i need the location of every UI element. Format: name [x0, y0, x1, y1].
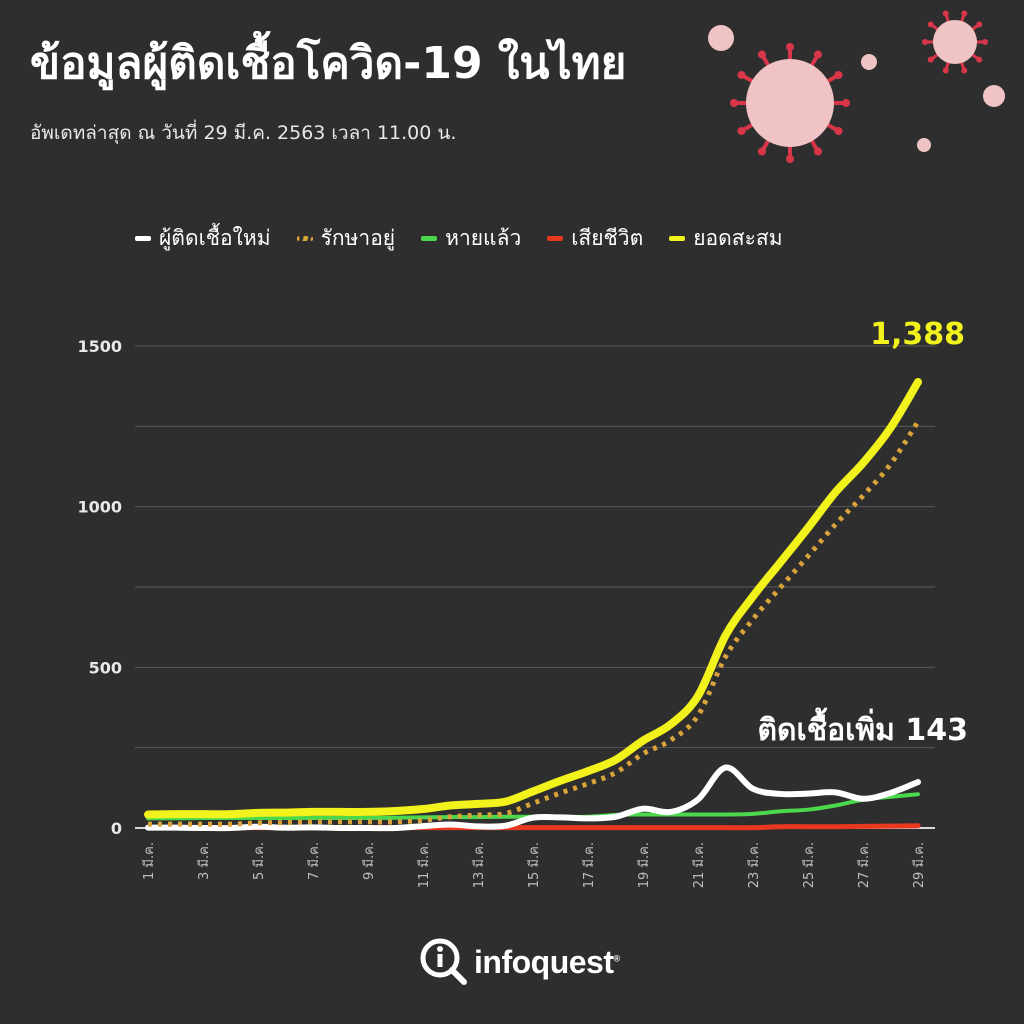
logo-registered-mark: ®: [613, 952, 620, 963]
x-tick-label: 23 มี.ค.: [746, 842, 762, 888]
x-tick-label: 21 มี.ค.: [691, 842, 707, 888]
virus-icon-small: [922, 10, 988, 74]
y-tick-label: 500: [89, 658, 122, 677]
legend-item-deaths: เสียชีวิต: [547, 222, 643, 255]
legend-item-recovered: หายแล้ว: [421, 222, 521, 255]
x-tick-label: 5 มี.ค.: [251, 842, 267, 880]
x-tick-label: 1 มี.ค.: [141, 842, 157, 880]
x-tick-label: 3 มี.ค.: [196, 842, 212, 880]
chart-series: [144, 377, 922, 832]
chart-grid: [135, 345, 935, 829]
legend-item-new: ผู้ติดเชื้อใหม่: [135, 222, 271, 255]
series-line-treating: [147, 420, 921, 827]
logo-wordmark: infoquest: [474, 943, 614, 980]
x-tick-label: 17 มี.ค.: [581, 842, 597, 888]
legend-label-treating: รักษาอยู่: [320, 226, 396, 250]
x-axis-ticks: 1 มี.ค. 3 มี.ค. 5 มี.ค. 7 มี.ค. 9 มี.ค. 11 มี…: [141, 842, 927, 888]
y-tick-label: 1000: [77, 498, 122, 517]
legend-swatch-deaths: [547, 236, 564, 241]
x-tick-label: 29 มี.ค.: [911, 842, 927, 888]
magnifier-info-icon: [420, 938, 467, 985]
legend-swatch-treating: [296, 236, 313, 241]
legend-item-cumulative: ยอดสะสม: [669, 222, 783, 255]
x-tick-label: 9 มี.ค.: [361, 842, 377, 880]
legend-label-cumulative: ยอดสะสม: [693, 226, 783, 250]
x-tick-label: 11 มี.ค.: [416, 842, 432, 888]
legend-label-deaths: เสียชีวิต: [571, 226, 644, 250]
virus-icon-large: [730, 43, 850, 163]
series-line-new: [145, 764, 921, 832]
page-title: ข้อมูลผู้ติดเชื้อโควิด-19 ในไทย: [30, 38, 627, 89]
x-tick-label: 27 มี.ค.: [856, 842, 872, 888]
decor-dot: [917, 138, 931, 152]
annotation-new-cases: ติดเชื้อเพิ่ม 143: [758, 707, 968, 748]
x-tick-label: 13 มี.ค.: [471, 842, 487, 888]
legend-label-recovered: หายแล้ว: [445, 226, 522, 250]
y-tick-label: 0: [111, 819, 122, 838]
logo-text: infoquest®: [474, 944, 620, 981]
x-tick-label: 7 มี.ค.: [306, 842, 322, 880]
infoquest-logo: infoquest®: [420, 938, 620, 986]
y-tick-label: 1500: [77, 337, 122, 356]
series-line-cumulative: [144, 377, 922, 819]
legend-swatch-cumulative: [669, 236, 686, 241]
legend-label-new: ผู้ติดเชื้อใหม่: [159, 226, 271, 250]
y-axis-ticks: 0 500 1000 1500: [77, 337, 122, 838]
decor-dot: [861, 54, 877, 70]
legend-swatch-recovered: [421, 236, 438, 241]
x-tick-label: 19 มี.ค.: [636, 842, 652, 888]
decor-dot: [983, 85, 1005, 107]
chart-legend: ผู้ติดเชื้อใหม่ รักษาอยู่ หายแล้ว เสียชี…: [135, 222, 783, 255]
page-subtitle: อัพเดทล่าสุด ณ วันที่ 29 มี.ค. 2563 เวลา…: [30, 122, 457, 144]
x-tick-label: 25 มี.ค.: [801, 842, 817, 888]
annotation-cumulative: 1,388: [870, 317, 965, 352]
legend-item-treating: รักษาอยู่: [296, 222, 396, 255]
legend-swatch-new: [135, 236, 151, 241]
decor-dot: [708, 25, 734, 51]
x-tick-label: 15 มี.ค.: [526, 842, 542, 888]
